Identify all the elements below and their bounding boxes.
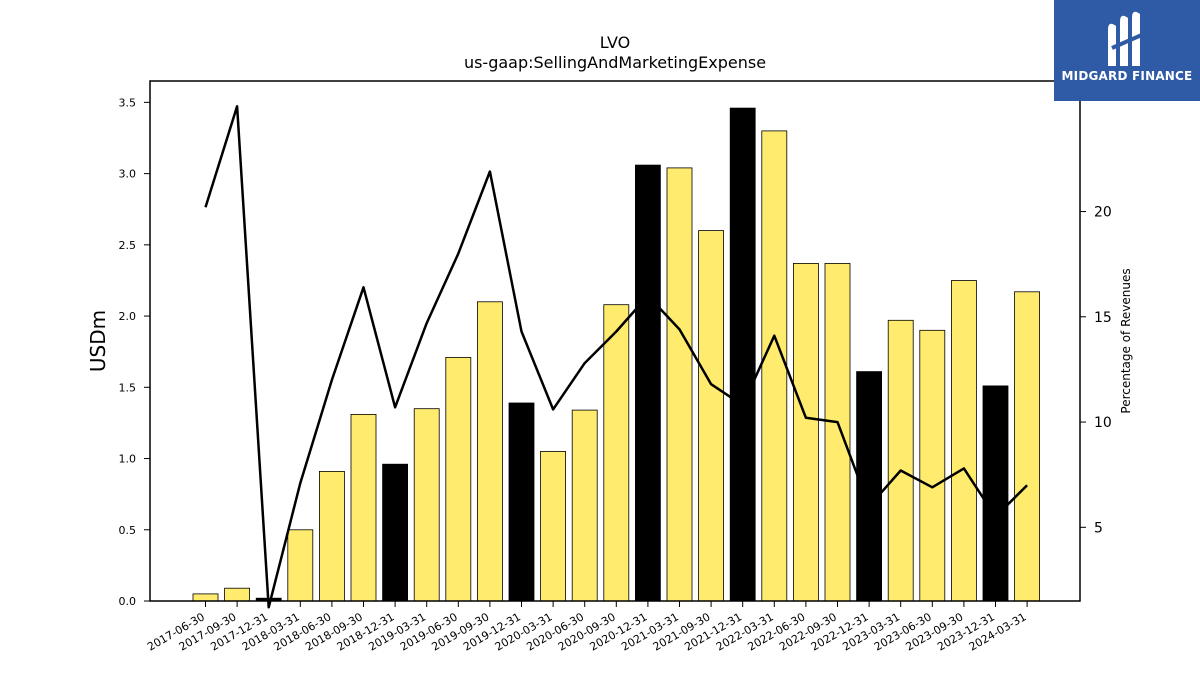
y-tick-label: 1.5 (119, 381, 137, 394)
y-axis-label: USDm (86, 310, 110, 372)
bar (382, 463, 409, 602)
bar (287, 529, 314, 602)
bar (476, 301, 503, 602)
y-tick-label: 2.5 (119, 239, 137, 252)
bar (951, 280, 977, 602)
logo: MIDGARD FINANCE (1054, 0, 1200, 101)
y-tick-label: 0.0 (119, 595, 137, 608)
bar (603, 304, 630, 602)
y-axis-right: 5 10 15 20 (1080, 205, 1112, 536)
y-axis-left: 0.0 0.5 1.0 1.5 2.0 2.5 3.0 3.5 (119, 96, 150, 608)
y-tick-label: 0.5 (119, 524, 137, 537)
y2-tick-label: 20 (1094, 205, 1112, 221)
logo-mark-icon (1108, 11, 1145, 66)
chart-title: LVO (600, 33, 630, 52)
bar (698, 230, 724, 602)
bar (666, 167, 693, 602)
bar-series (192, 107, 1040, 602)
y-tick-label: 2.0 (119, 310, 137, 323)
y2-tick-label: 10 (1094, 415, 1112, 431)
bar (224, 587, 251, 602)
bar (761, 130, 788, 602)
chart-subtitle: us-gaap:SellingAndMarketingExpense (464, 53, 766, 72)
y2-axis-label: Percentage of Revenues (1119, 268, 1133, 413)
bar (919, 329, 946, 602)
bar (192, 593, 219, 602)
bar (887, 319, 914, 602)
bar (318, 470, 345, 602)
y2-tick-label: 15 (1094, 310, 1112, 326)
bar (824, 262, 851, 602)
bar (793, 262, 819, 602)
bar (729, 107, 756, 602)
bar (350, 413, 377, 602)
bar (982, 385, 1009, 602)
logo-text: MIDGARD FINANCE (1061, 69, 1193, 83)
bar (413, 408, 440, 602)
y-tick-label: 3.5 (119, 96, 137, 109)
bar (508, 402, 535, 602)
x-axis: 2017-06-302017-09-302017-12-312018-03-31… (145, 601, 1029, 654)
plot-frame (149, 80, 1081, 602)
bar (571, 409, 598, 602)
y2-tick-label: 5 (1094, 520, 1103, 536)
bar (1014, 291, 1040, 602)
y-tick-label: 3.0 (119, 168, 137, 181)
bar (445, 356, 472, 602)
bar (635, 164, 661, 602)
bar (540, 450, 566, 602)
line-series (204, 105, 1028, 609)
y-tick-label: 1.0 (119, 453, 137, 466)
line-series-path (204, 105, 1028, 609)
